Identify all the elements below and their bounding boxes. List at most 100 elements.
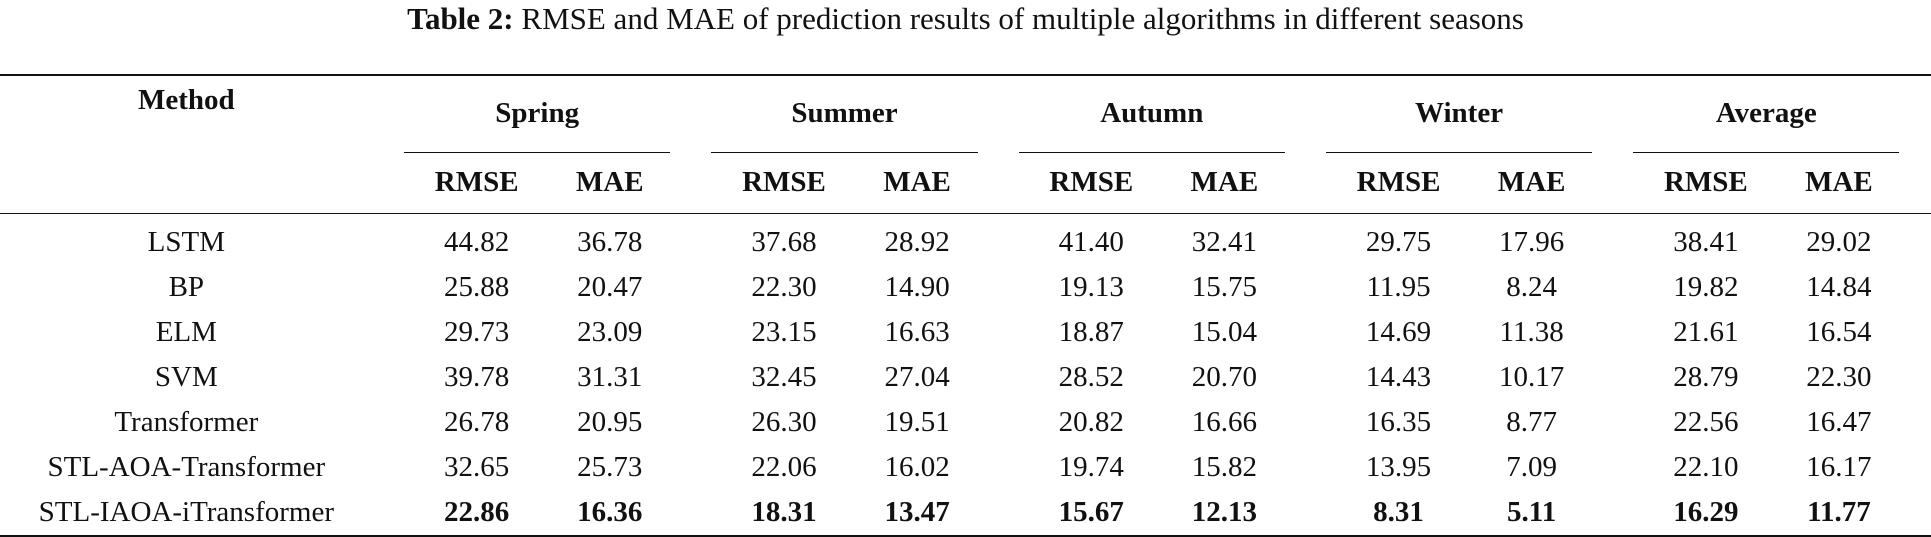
table-row: ELM 29.73 23.09 23.15 16.63 18.87 15.04 14.69 11… [0, 310, 1931, 355]
value-cell: 22.86 [444, 495, 510, 528]
method-cell: BP [168, 270, 205, 303]
group-header-average: Average [1633, 75, 1900, 153]
value-cell: 32.65 [444, 450, 510, 483]
metric-header-rmse: RMSE [1356, 166, 1441, 198]
value-cell: 18.31 [751, 495, 817, 528]
table-caption: Table 2: RMSE and MAE of prediction resu… [0, 0, 1931, 44]
table-row: BP 25.88 20.47 22.30 14.90 19.13 15.75 11.95 8.2… [0, 265, 1931, 310]
value-cell: 15.04 [1191, 315, 1257, 348]
value-cell: 28.79 [1673, 360, 1739, 393]
value-cell: 19.82 [1673, 270, 1739, 303]
value-cell: 16.29 [1673, 495, 1739, 528]
value-cell: 11.95 [1366, 270, 1431, 303]
value-cell: 16.17 [1806, 450, 1872, 483]
value-cell: 25.88 [444, 270, 510, 303]
value-cell: 23.15 [751, 315, 817, 348]
metric-header-rmse: RMSE [742, 166, 826, 198]
group-header-spring: Spring [404, 75, 671, 153]
value-cell: 11.38 [1499, 315, 1564, 348]
metric-header-mae: MAE [1190, 166, 1259, 198]
value-cell: 41.40 [1058, 225, 1124, 258]
value-cell: 36.78 [577, 225, 643, 258]
value-cell: 22.10 [1673, 450, 1739, 483]
value-cell: 19.51 [884, 405, 950, 438]
table-row: LSTM 44.82 36.78 37.68 28.92 41.40 32.41 29.75 1… [0, 213, 1931, 265]
method-cell: LSTM [147, 225, 225, 258]
value-cell: 19.74 [1058, 450, 1124, 483]
value-cell: 16.36 [577, 495, 643, 528]
value-cell: 25.73 [577, 450, 643, 483]
value-cell: 38.41 [1673, 225, 1739, 258]
value-cell: 18.87 [1058, 315, 1124, 348]
value-cell: 29.75 [1365, 225, 1432, 258]
method-header: Method [137, 84, 235, 116]
value-cell: 26.30 [751, 405, 817, 438]
value-cell: 15.82 [1191, 450, 1257, 483]
value-cell: 16.35 [1365, 405, 1432, 438]
metric-header-rmse: RMSE [1049, 166, 1134, 198]
value-cell: 14.69 [1365, 315, 1432, 348]
value-cell: 22.30 [751, 270, 817, 303]
value-cell: 15.75 [1191, 270, 1257, 303]
metric-header-mae: MAE [1805, 166, 1873, 198]
value-cell: 12.13 [1191, 495, 1257, 528]
value-cell: 23.09 [577, 315, 643, 348]
method-cell: STL-IAOA-iTransformer [38, 495, 334, 528]
value-cell: 29.73 [444, 315, 510, 348]
value-cell: 16.47 [1806, 405, 1872, 438]
table-row: STL-AOA-Transformer 32.65 25.73 22.06 16.02 1… [0, 445, 1931, 490]
value-cell: 14.90 [884, 270, 950, 303]
table-row: STL-IAOA-iTransformer 22.86 16.36 18.31 13.4… [0, 490, 1931, 536]
value-cell: 5.11 [1507, 495, 1557, 528]
value-cell: 31.31 [577, 360, 643, 393]
value-cell: 32.41 [1191, 225, 1257, 258]
metric-header-rmse: RMSE [434, 166, 519, 198]
value-cell: 26.78 [444, 405, 510, 438]
value-cell: 22.30 [1806, 360, 1872, 393]
value-cell: 16.63 [884, 315, 950, 348]
value-cell: 28.52 [1058, 360, 1124, 393]
value-cell: 27.04 [884, 360, 950, 393]
value-cell: 21.61 [1673, 315, 1739, 348]
value-cell: 7.09 [1506, 450, 1557, 483]
value-cell: 14.84 [1806, 270, 1872, 303]
table-body: LSTM 44.82 36.78 37.68 28.92 41.40 32.41 29.75 1… [0, 213, 1931, 536]
value-cell: 17.96 [1499, 225, 1565, 258]
value-cell: 13.47 [884, 495, 950, 528]
metric-header-mae: MAE [883, 166, 951, 198]
table-row: Transformer 26.78 20.95 26.30 19.51 20.82 16.6… [0, 400, 1931, 445]
value-cell: 37.68 [751, 225, 817, 258]
group-header-summer: Summer [711, 75, 978, 153]
value-cell: 16.54 [1806, 315, 1872, 348]
value-cell: 15.67 [1058, 495, 1124, 528]
metric-header-mae: MAE [1497, 166, 1566, 198]
value-cell: 44.82 [444, 225, 510, 258]
metric-header-mae: MAE [575, 166, 644, 198]
value-cell: 16.66 [1191, 405, 1257, 438]
value-cell: 20.95 [577, 405, 643, 438]
value-cell: 22.56 [1673, 405, 1739, 438]
method-cell: ELM [155, 315, 217, 348]
results-table: Method Spring Summer Autumn Winter Avera… [0, 74, 1931, 537]
caption-text: RMSE and MAE of prediction results of mu… [521, 1, 1524, 36]
header-metric-row: RMSE MAE RMSE MAE RMSE MAE RMSE MAE RMSE… [0, 152, 1931, 213]
method-cell: Transformer [114, 405, 259, 438]
value-cell: 16.02 [884, 450, 950, 483]
value-cell: 29.02 [1806, 225, 1872, 258]
value-cell: 8.77 [1506, 405, 1557, 438]
value-cell: 28.92 [884, 225, 950, 258]
value-cell: 20.47 [577, 270, 643, 303]
value-cell: 22.06 [751, 450, 817, 483]
value-cell: 20.82 [1058, 405, 1124, 438]
method-cell: STL-AOA-Transformer [47, 450, 326, 483]
method-cell: SVM [154, 360, 218, 393]
value-cell: 32.45 [751, 360, 817, 393]
value-cell: 19.13 [1058, 270, 1124, 303]
value-cell: 8.24 [1506, 270, 1557, 303]
value-cell: 13.95 [1365, 450, 1432, 483]
group-header-autumn: Autumn [1018, 75, 1285, 153]
value-cell: 20.70 [1191, 360, 1257, 393]
group-header-winter: Winter [1325, 75, 1593, 153]
caption-label: Table 2: [407, 1, 514, 36]
value-cell: 14.43 [1365, 360, 1432, 393]
